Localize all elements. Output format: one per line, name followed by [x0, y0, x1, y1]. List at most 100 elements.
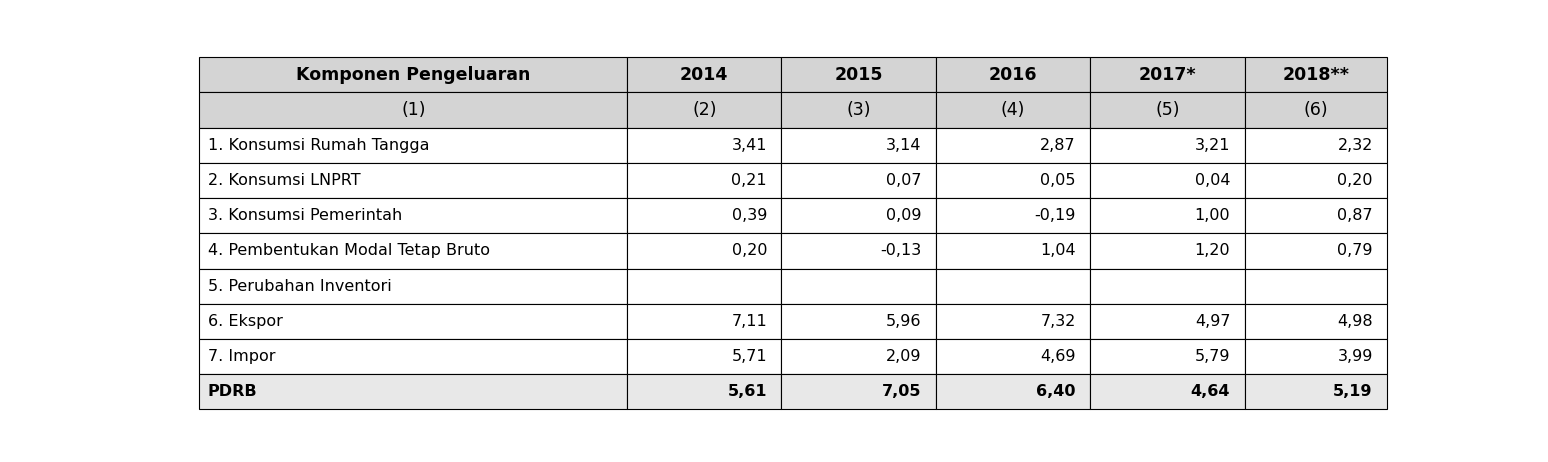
Text: 3,99: 3,99 — [1337, 349, 1373, 364]
Text: 0,09: 0,09 — [885, 208, 921, 223]
Text: 6,40: 6,40 — [1036, 384, 1076, 399]
Text: 2015: 2015 — [834, 66, 882, 84]
Bar — [627, 374, 782, 409]
Bar — [200, 268, 627, 304]
Text: 6. Ekspor: 6. Ekspor — [207, 314, 283, 329]
Bar — [627, 233, 782, 268]
Bar — [937, 92, 1090, 128]
Bar — [1090, 57, 1245, 92]
Bar — [1245, 339, 1387, 374]
Bar — [200, 128, 627, 163]
Bar — [1090, 92, 1245, 128]
Text: 4. Pembentukan Modal Tetap Bruto: 4. Pembentukan Modal Tetap Bruto — [207, 243, 489, 258]
Bar — [782, 128, 937, 163]
Bar — [627, 268, 782, 304]
Bar — [200, 163, 627, 198]
Text: 2017*: 2017* — [1139, 66, 1197, 84]
Bar — [937, 304, 1090, 339]
Bar — [627, 163, 782, 198]
Text: 5,96: 5,96 — [885, 314, 921, 329]
Bar — [1245, 92, 1387, 128]
Text: 2018**: 2018** — [1282, 66, 1350, 84]
Bar — [1090, 304, 1245, 339]
Bar — [937, 268, 1090, 304]
Text: 0,05: 0,05 — [1040, 173, 1076, 188]
Bar — [782, 233, 937, 268]
Text: (3): (3) — [847, 101, 872, 119]
Text: 4,98: 4,98 — [1337, 314, 1373, 329]
Text: 1,04: 1,04 — [1040, 243, 1076, 258]
Text: 0,39: 0,39 — [732, 208, 768, 223]
Text: 7,32: 7,32 — [1040, 314, 1076, 329]
Bar — [200, 304, 627, 339]
Bar — [1245, 374, 1387, 409]
Text: 4,97: 4,97 — [1195, 314, 1231, 329]
Text: 5,19: 5,19 — [1333, 384, 1373, 399]
Text: 0,20: 0,20 — [732, 243, 768, 258]
Text: 2,87: 2,87 — [1040, 138, 1076, 153]
Bar — [782, 339, 937, 374]
Text: (6): (6) — [1303, 101, 1328, 119]
Bar — [200, 92, 627, 128]
Text: 2,09: 2,09 — [885, 349, 921, 364]
Bar — [782, 198, 937, 233]
Text: Komponen Pengeluaran: Komponen Pengeluaran — [296, 66, 531, 84]
Bar — [1090, 339, 1245, 374]
Text: 3. Konsumsi Pemerintah: 3. Konsumsi Pemerintah — [207, 208, 402, 223]
Bar — [937, 374, 1090, 409]
Text: 2. Konsumsi LNPRT: 2. Konsumsi LNPRT — [207, 173, 361, 188]
Bar — [1245, 268, 1387, 304]
Text: 3,41: 3,41 — [732, 138, 768, 153]
Text: 3,21: 3,21 — [1195, 138, 1231, 153]
Bar — [782, 163, 937, 198]
Text: 4,69: 4,69 — [1040, 349, 1076, 364]
Bar — [627, 128, 782, 163]
Text: 0,04: 0,04 — [1195, 173, 1231, 188]
Bar — [937, 163, 1090, 198]
Bar — [1245, 163, 1387, 198]
Text: (4): (4) — [1002, 101, 1025, 119]
Bar — [782, 57, 937, 92]
Bar — [1090, 198, 1245, 233]
Bar — [200, 198, 627, 233]
Text: -0,13: -0,13 — [881, 243, 921, 258]
Text: 2014: 2014 — [680, 66, 729, 84]
Text: 2,32: 2,32 — [1337, 138, 1373, 153]
Bar — [1090, 163, 1245, 198]
Text: 1,20: 1,20 — [1195, 243, 1231, 258]
Text: 4,64: 4,64 — [1190, 384, 1231, 399]
Text: 5,79: 5,79 — [1195, 349, 1231, 364]
Bar — [937, 233, 1090, 268]
Bar — [782, 92, 937, 128]
Bar — [627, 57, 782, 92]
Bar — [627, 304, 782, 339]
Bar — [1090, 233, 1245, 268]
Bar — [627, 92, 782, 128]
Bar — [1090, 268, 1245, 304]
Bar — [782, 304, 937, 339]
Text: 0,79: 0,79 — [1337, 243, 1373, 258]
Text: 7,05: 7,05 — [882, 384, 921, 399]
Text: (1): (1) — [401, 101, 426, 119]
Bar — [937, 57, 1090, 92]
Bar — [627, 198, 782, 233]
Text: 0,87: 0,87 — [1337, 208, 1373, 223]
Text: 0,21: 0,21 — [732, 173, 768, 188]
Bar — [937, 128, 1090, 163]
Text: 1. Konsumsi Rumah Tangga: 1. Konsumsi Rumah Tangga — [207, 138, 429, 153]
Bar — [1245, 233, 1387, 268]
Text: (5): (5) — [1155, 101, 1180, 119]
Bar — [1245, 304, 1387, 339]
Text: 1,00: 1,00 — [1195, 208, 1231, 223]
Text: 5,61: 5,61 — [728, 384, 768, 399]
Text: 3,14: 3,14 — [885, 138, 921, 153]
Text: 0,20: 0,20 — [1337, 173, 1373, 188]
Text: 7. Impor: 7. Impor — [207, 349, 276, 364]
Bar — [200, 57, 627, 92]
Bar — [937, 339, 1090, 374]
Bar — [200, 339, 627, 374]
Text: 0,07: 0,07 — [885, 173, 921, 188]
Bar — [200, 374, 627, 409]
Text: 7,11: 7,11 — [731, 314, 768, 329]
Text: 5,71: 5,71 — [732, 349, 768, 364]
